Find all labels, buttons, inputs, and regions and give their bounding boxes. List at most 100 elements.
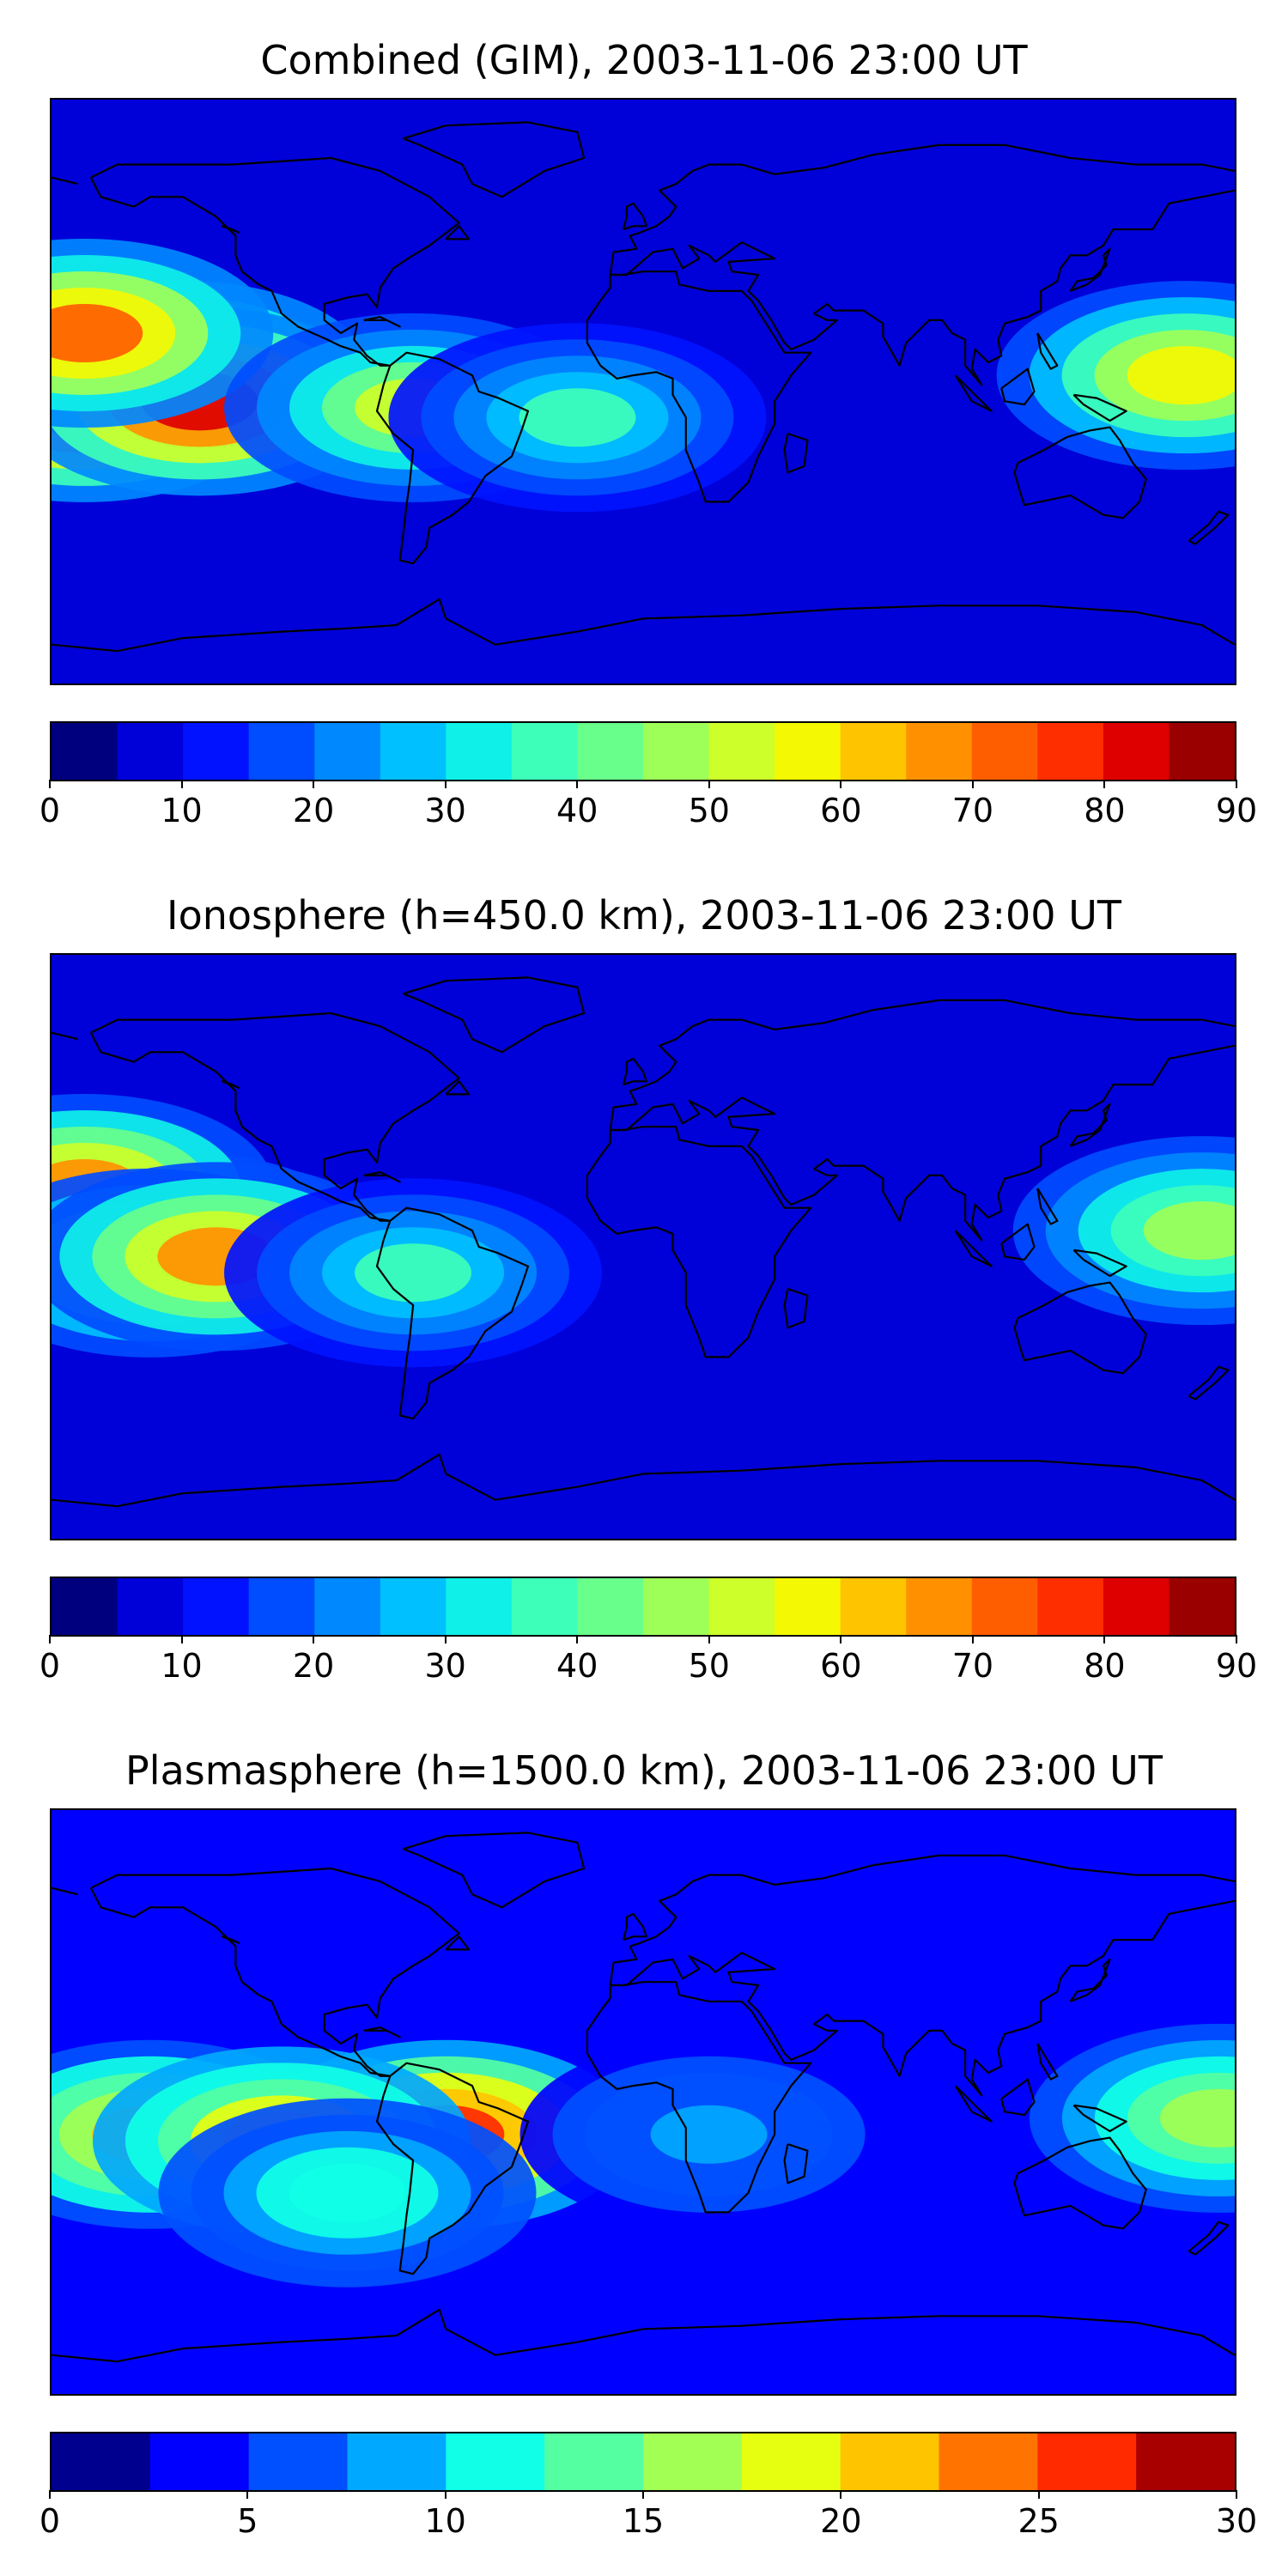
colorbar — [50, 1577, 1236, 1637]
colorbar-swatch — [939, 2433, 1038, 2490]
contour-north-pacific — [52, 239, 274, 428]
colorbar-tick-label: 0 — [39, 792, 61, 829]
colorbar-swatch — [643, 2433, 743, 2490]
colorbar-swatch — [347, 2433, 447, 2490]
coastline-path — [586, 1981, 812, 2214]
coastline-path — [52, 176, 78, 185]
coastline-path — [403, 1832, 586, 1909]
coastline-path — [783, 433, 809, 474]
coastline-path — [375, 2062, 530, 2275]
coastline-path — [445, 1935, 471, 1951]
colorbar — [50, 2432, 1236, 2492]
coastline-path — [52, 1031, 78, 1041]
coastline-path — [622, 1057, 647, 1086]
colorbar-tick-label: 40 — [556, 792, 598, 829]
coastline-path — [52, 598, 1235, 653]
colorbar-tick-label: 25 — [1018, 2502, 1060, 2540]
colorbar-swatch — [906, 1578, 973, 1635]
coastline-path — [1036, 2043, 1059, 2081]
contour-south-america-band — [224, 1178, 603, 1368]
colorbar-swatch — [52, 2433, 151, 2490]
coastline-path — [403, 976, 586, 1054]
coastline-path — [1013, 426, 1147, 519]
coastline-path — [586, 270, 812, 503]
coastline-path — [1188, 2221, 1230, 2256]
coastline-path — [363, 1171, 401, 1183]
colorbar-tick-label: 0 — [39, 2502, 61, 2540]
colorbar-tick — [444, 2490, 447, 2499]
coastline-path — [609, 1854, 1235, 1986]
colorbar-swatch — [840, 1578, 907, 1635]
colorbar-tick — [1236, 1635, 1237, 1643]
colorbar-swatch — [544, 2433, 644, 2490]
colorbar-swatch — [971, 723, 1038, 780]
coastline-path — [375, 351, 530, 565]
contour-atlantic-band — [388, 323, 767, 513]
panel-title: Plasmasphere (h=1500.0 km), 2003-11-06 2… — [125, 1747, 1163, 1794]
colorbar-swatch — [1037, 2433, 1137, 2490]
colorbar-swatches — [52, 2433, 1235, 2490]
colorbar-swatch — [380, 723, 447, 780]
colorbar-tick-label: 80 — [1084, 1647, 1126, 1685]
coastline-path — [783, 1288, 809, 1329]
colorbar-swatch — [52, 1578, 118, 1635]
coastlines — [52, 976, 1235, 1508]
colorbar-tick-label: 70 — [951, 792, 994, 829]
colorbar-swatch — [643, 1578, 710, 1635]
colorbar-tick — [246, 2490, 249, 2499]
colorbar-tick-label: 40 — [556, 1647, 598, 1685]
colorbar-swatch — [511, 1578, 578, 1635]
colorbar-swatch — [314, 1578, 381, 1635]
colorbar-swatch — [248, 2433, 348, 2490]
panel-title: Ionosphere (h=450.0 km), 2003-11-06 23:0… — [167, 892, 1121, 939]
coastline-path — [1000, 2078, 1036, 2117]
coastline-path — [610, 189, 1235, 386]
colorbar-tick-label: 20 — [292, 792, 335, 829]
coastline-path — [1072, 393, 1127, 422]
colorbar-swatch — [577, 1578, 644, 1635]
coastline-path — [89, 1867, 460, 2077]
colorbar-tick — [1236, 2490, 1237, 2499]
colorbar-swatch — [380, 1578, 447, 1635]
contour-map — [52, 100, 1235, 683]
colorbar-tick — [180, 1635, 183, 1643]
colorbar-swatch — [446, 723, 513, 780]
contour-indo-pacific — [1012, 1136, 1235, 1326]
colorbar-swatches — [52, 723, 1235, 780]
colorbar-tick — [971, 780, 974, 788]
coastline-path — [89, 1012, 460, 1222]
coastline-path — [1013, 1281, 1147, 1375]
colorbar-swatch — [775, 1578, 841, 1635]
colorbar-tick — [971, 1635, 974, 1643]
colorbar-swatch — [971, 1578, 1038, 1635]
colorbar-tick-label: 30 — [424, 792, 466, 829]
colorbar-tick-label: 30 — [424, 1647, 466, 1685]
colorbar-swatch — [1103, 723, 1170, 780]
colorbar-swatch — [1103, 1578, 1170, 1635]
coastline-path — [1188, 510, 1230, 545]
colorbar-swatch — [708, 723, 775, 780]
coastline-path — [89, 156, 460, 367]
colorbar-swatch — [775, 723, 841, 780]
colorbar-tick — [840, 1635, 842, 1643]
map-plasmasphere — [50, 1808, 1236, 2396]
coastline-path — [954, 374, 993, 412]
colorbar-tick — [576, 780, 579, 788]
coastline-path — [221, 1080, 240, 1089]
colorbar-swatch — [248, 1578, 315, 1635]
colorbar-tick — [313, 1635, 315, 1643]
contour-west-pacific-edge — [1029, 2023, 1235, 2213]
colorbar-swatch — [117, 1578, 184, 1635]
colorbar-tick — [1103, 1635, 1106, 1643]
coastline-path — [1069, 1958, 1111, 2002]
colorbar-swatch — [248, 723, 315, 780]
colorbar-swatches — [52, 1578, 1235, 1635]
coastline-path — [1000, 1223, 1036, 1261]
colorbar-tick-label: 60 — [820, 1647, 862, 1685]
colorbar-tick-label: 80 — [1084, 792, 1126, 829]
coastline-path — [445, 1080, 471, 1096]
colorbar-swatch — [52, 723, 118, 780]
coastline-path — [610, 1899, 1235, 2097]
colorbar-tick — [708, 780, 710, 788]
colorbar-tick-label: 0 — [39, 1647, 61, 1685]
